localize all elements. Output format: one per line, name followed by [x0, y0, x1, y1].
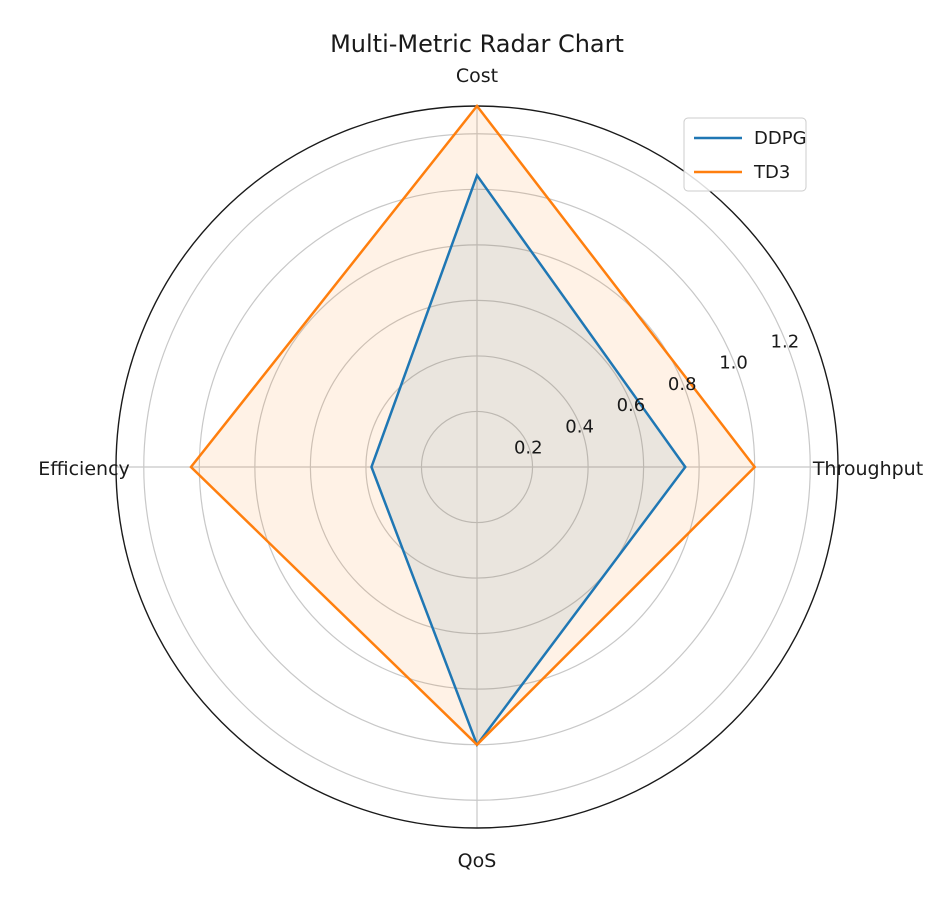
series-fill-ddpg [371, 175, 686, 745]
legend-label-ddpg: DDPG [754, 128, 807, 149]
series-fill-td3 [190, 106, 755, 745]
series-line-ddpg [370, 172, 687, 748]
axis-label-cost: Cost [456, 65, 498, 87]
rtick-label-0-4: 0.4 [565, 416, 594, 437]
legend-label-td3: TD3 [753, 162, 790, 183]
rtick-label-0-2: 0.2 [514, 438, 543, 459]
rtick-label-0-8: 0.8 [668, 374, 697, 395]
series-line-td3 [189, 103, 757, 747]
rtick-label-1-0: 1.0 [719, 353, 748, 374]
axis-labels: Throughput Cost Efficiency QoS [38, 65, 923, 872]
legend: DDPG TD3 [683, 117, 807, 192]
rtick-label-0-6: 0.6 [617, 395, 646, 416]
radial-tick-labels: 0.2 0.4 0.6 0.8 1.0 1.2 [514, 331, 799, 458]
axis-label-efficiency: Efficiency [38, 458, 130, 480]
chart-title: Multi-Metric Radar Chart [330, 30, 624, 58]
rtick-label-1-2: 1.2 [771, 331, 800, 352]
series-layer [189, 103, 757, 748]
axis-label-qos: QoS [458, 850, 497, 872]
axis-label-throughput: Throughput [812, 458, 923, 480]
